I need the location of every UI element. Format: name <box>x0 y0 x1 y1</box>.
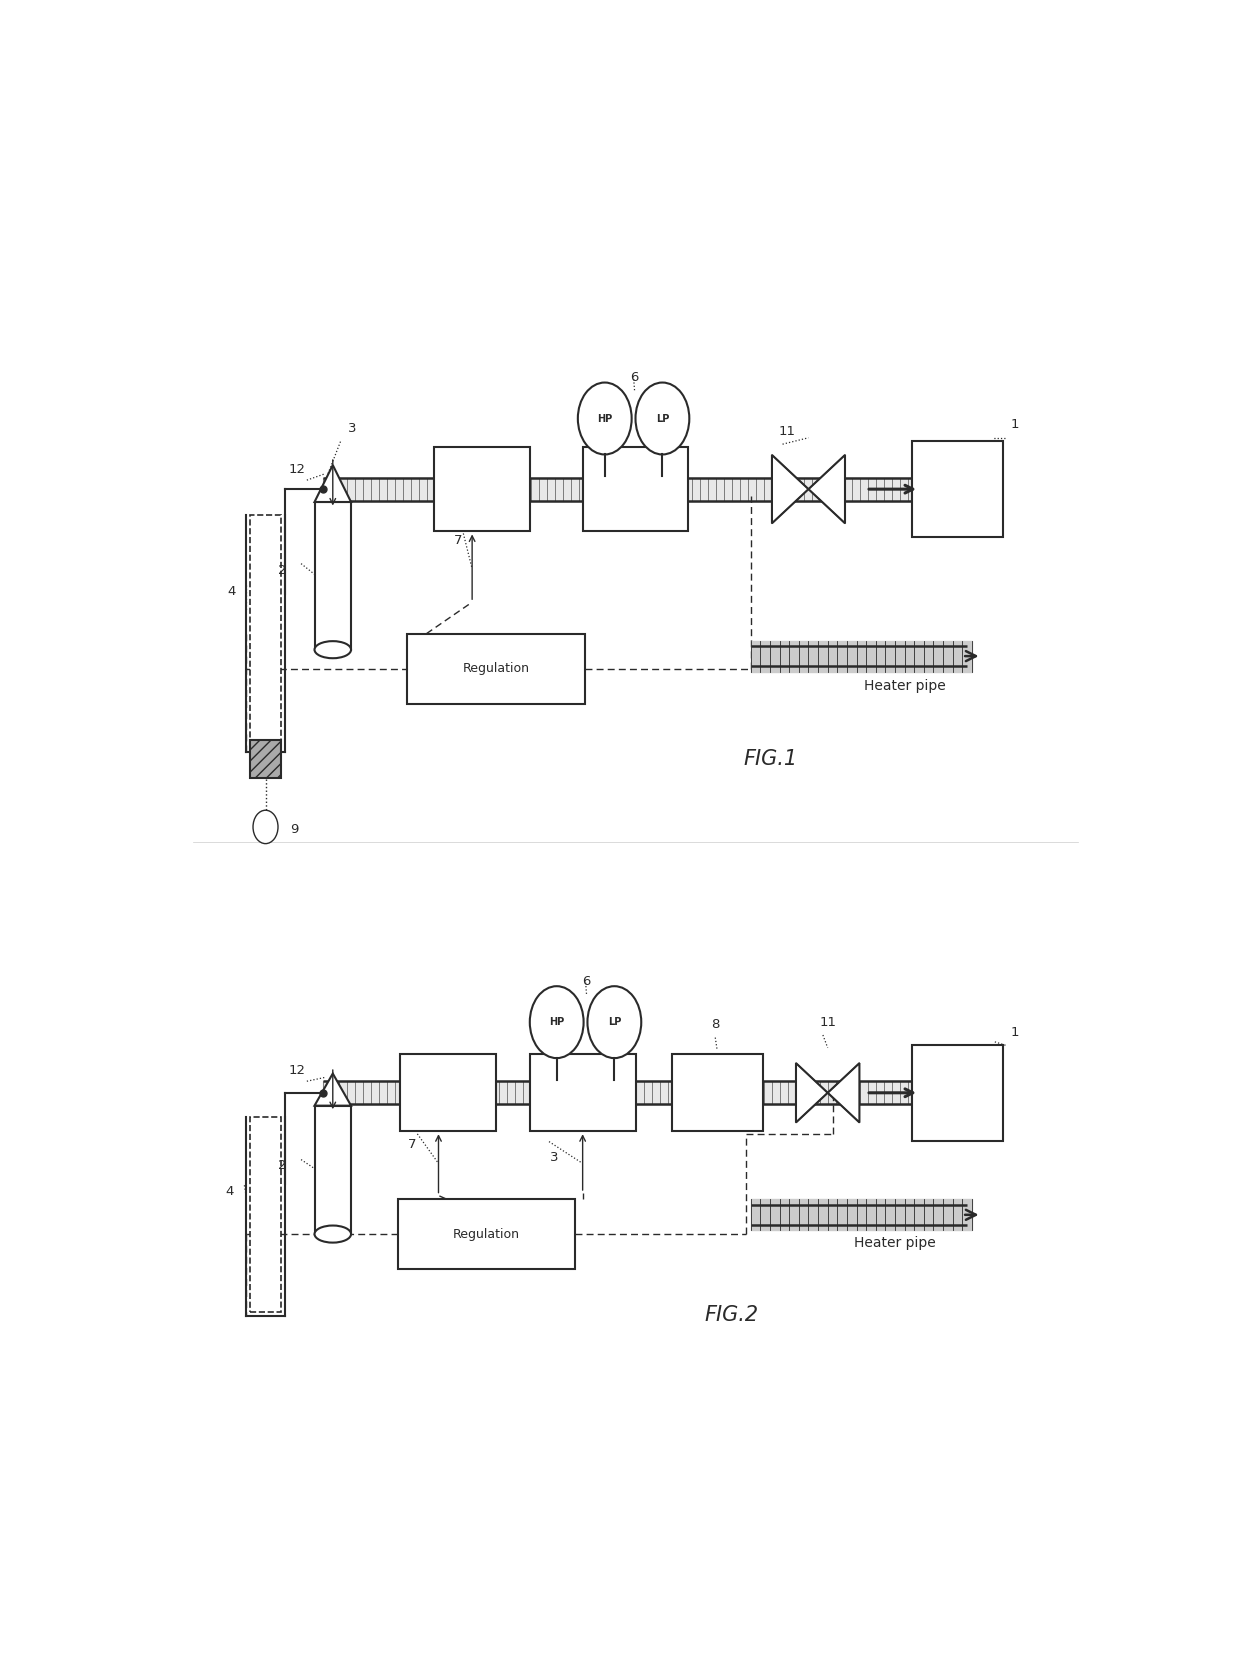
Text: 2: 2 <box>278 564 286 577</box>
Circle shape <box>635 382 689 454</box>
Bar <box>315 502 351 651</box>
Polygon shape <box>315 1074 351 1106</box>
Circle shape <box>253 811 278 844</box>
Polygon shape <box>315 465 351 502</box>
Text: 7: 7 <box>454 534 463 547</box>
Bar <box>407 634 585 704</box>
Bar <box>911 440 1003 537</box>
Bar <box>434 447 529 530</box>
Ellipse shape <box>315 641 351 659</box>
Text: FIG.2: FIG.2 <box>704 1304 759 1324</box>
Polygon shape <box>808 455 844 524</box>
Text: 12: 12 <box>289 1064 306 1078</box>
Bar <box>250 515 281 749</box>
Text: LP: LP <box>656 414 670 424</box>
Text: 6: 6 <box>630 370 639 384</box>
Text: Heater pipe: Heater pipe <box>864 679 945 692</box>
Text: 3: 3 <box>549 1151 558 1164</box>
Text: 3: 3 <box>347 422 356 435</box>
Text: HP: HP <box>549 1017 564 1027</box>
Text: 6: 6 <box>583 974 590 987</box>
Bar <box>401 1054 496 1131</box>
Polygon shape <box>773 455 808 524</box>
Text: 2: 2 <box>278 1159 286 1173</box>
Text: Heater pipe: Heater pipe <box>854 1236 936 1249</box>
Ellipse shape <box>315 1226 351 1243</box>
Text: 11: 11 <box>820 1016 836 1029</box>
Text: 7: 7 <box>408 1138 417 1151</box>
Text: 1: 1 <box>1011 1026 1019 1039</box>
Text: FIG.1: FIG.1 <box>743 749 797 769</box>
Bar <box>315 1106 351 1234</box>
Bar <box>398 1199 575 1269</box>
Text: 1: 1 <box>1011 419 1019 432</box>
Circle shape <box>529 986 584 1058</box>
Text: Regulation: Regulation <box>463 662 529 676</box>
Bar <box>672 1054 763 1131</box>
Bar <box>250 1118 281 1313</box>
Text: 8: 8 <box>711 1017 719 1031</box>
Circle shape <box>578 382 631 454</box>
Bar <box>529 1054 635 1131</box>
Bar <box>250 739 281 777</box>
Text: HP: HP <box>598 414 613 424</box>
Text: 9: 9 <box>290 822 299 836</box>
Text: 12: 12 <box>289 464 306 477</box>
Text: 4: 4 <box>228 585 236 599</box>
Circle shape <box>588 986 641 1058</box>
Polygon shape <box>796 1063 828 1123</box>
Text: LP: LP <box>608 1017 621 1027</box>
Text: 11: 11 <box>779 425 796 437</box>
Bar <box>583 447 688 530</box>
Text: Regulation: Regulation <box>453 1228 520 1241</box>
Polygon shape <box>828 1063 859 1123</box>
Text: 4: 4 <box>226 1186 234 1198</box>
Bar <box>911 1044 1003 1141</box>
